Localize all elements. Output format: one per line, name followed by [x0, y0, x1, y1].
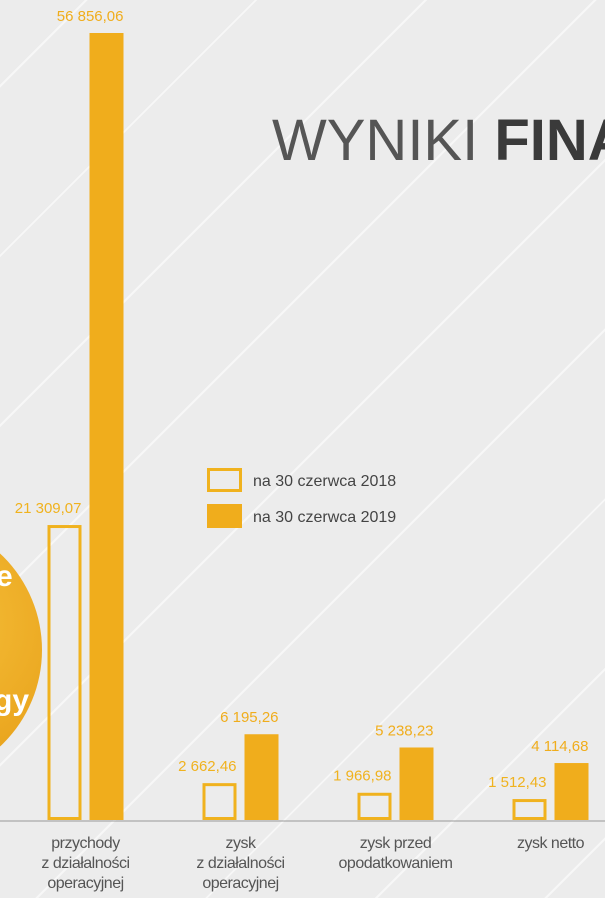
value-label: 21 309,07	[15, 500, 82, 517]
x-tick-label: zysk netto	[516, 835, 585, 852]
x-tick-label: zysk przed opodatkowaniem	[338, 835, 453, 872]
bar	[554, 763, 589, 820]
bar	[89, 33, 124, 820]
value-label: 1 512,43	[488, 774, 546, 791]
value-label: 4 114,68	[531, 738, 588, 755]
bar	[512, 799, 547, 821]
value-label: 2 662,46	[178, 758, 236, 775]
side-text: e	[0, 560, 13, 593]
bar	[244, 734, 279, 820]
title-bold: FINA	[494, 108, 605, 173]
x-tick-label: przychody z działalności operacyjnej	[41, 835, 130, 892]
value-label: 6 195,26	[220, 709, 278, 726]
legend-label: na 30 czerwca 2018	[253, 473, 396, 490]
value-label: 56 856,06	[57, 8, 124, 25]
bar	[202, 783, 237, 820]
chart-title: WYNIKI FINA	[272, 108, 605, 173]
title-light: WYNIKI	[272, 108, 478, 173]
legend-label: na 30 czerwca 2019	[253, 509, 396, 526]
x-tick-label: zysk z działalności operacyjnej	[196, 835, 285, 892]
value-label: 1 966,98	[333, 768, 391, 785]
side-text: gy	[0, 684, 29, 717]
bar	[357, 792, 392, 821]
value-label: 5 238,23	[375, 722, 433, 739]
bar	[47, 525, 82, 821]
legend-swatch	[207, 468, 242, 492]
legend-swatch	[207, 504, 242, 528]
bar	[399, 747, 434, 820]
side-circle	[0, 553, 42, 747]
